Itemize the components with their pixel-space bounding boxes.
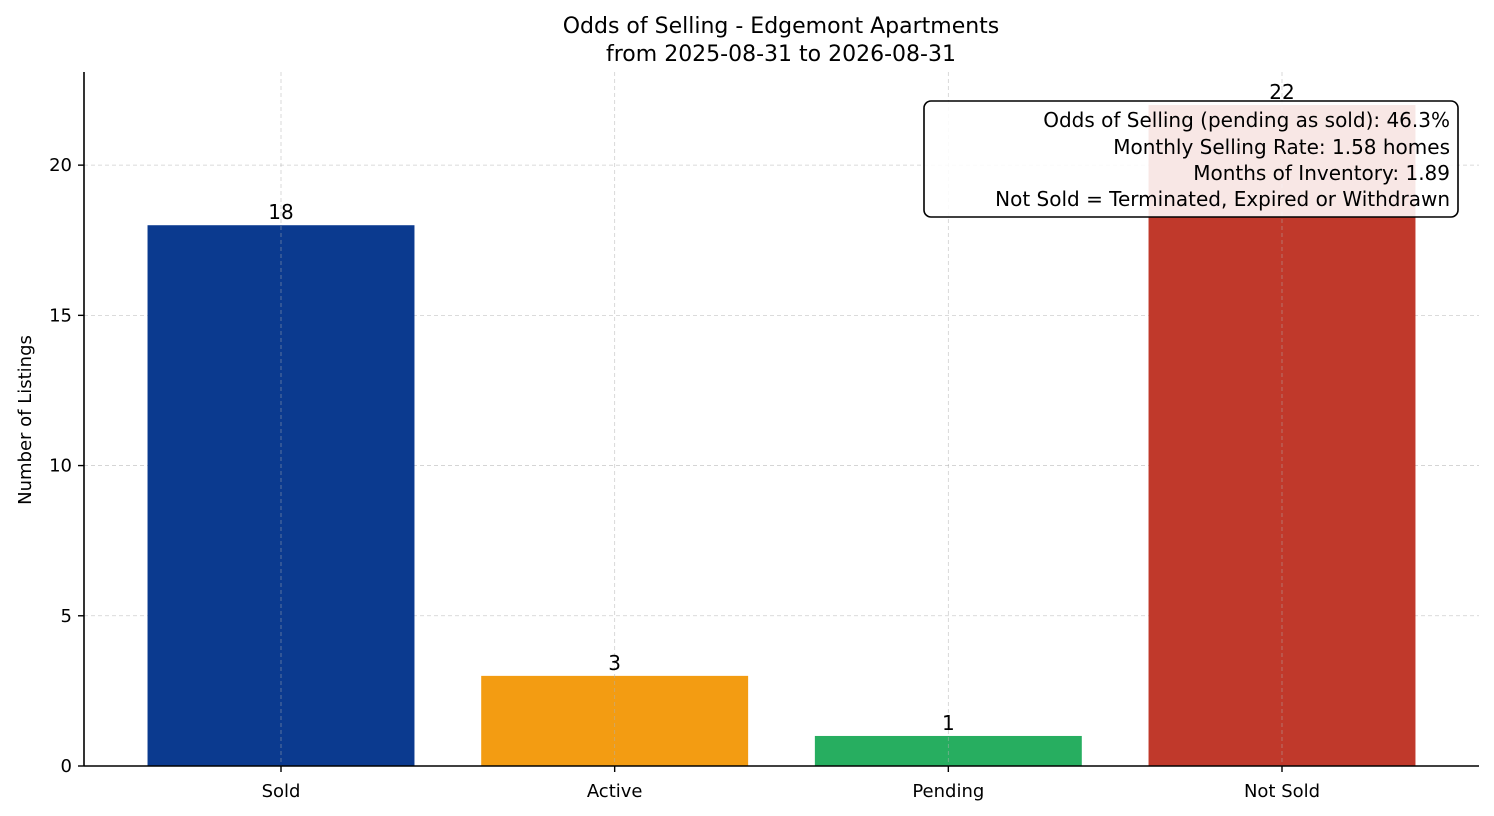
info-odds-of-selling: Odds of Selling (pending as sold): 46.3%	[1043, 108, 1450, 132]
y-tick-label: 0	[61, 756, 72, 777]
info-box-frame	[923, 100, 1459, 218]
y-ticks-group: 0 5 10 15 20	[49, 155, 84, 777]
chart-title: Odds of Selling - Edgemont Apartments	[563, 14, 1000, 39]
info-months-of-inventory: Months of Inventory: 1.89	[1193, 161, 1450, 185]
y-tick-label: 5	[61, 606, 72, 627]
bar-value-label-active: 3	[608, 651, 621, 675]
info-not-sold-definition: Not Sold = Terminated, Expired or Withdr…	[995, 187, 1450, 211]
chart-subtitle: from 2025-08-31 to 2026-08-31	[606, 42, 956, 67]
y-tick-label: 10	[49, 456, 72, 477]
bar-labels-group: 18 3 1 22	[268, 80, 1294, 735]
bar-value-label-sold: 18	[268, 200, 293, 224]
y-tick-label: 20	[49, 155, 72, 176]
x-ticks-group: Sold Active Pending Not Sold	[262, 766, 1320, 802]
x-tick-label: Sold	[262, 781, 301, 802]
axes	[83, 72, 1479, 767]
info-monthly-selling-rate: Monthly Selling Rate: 1.58 homes	[1113, 135, 1450, 159]
bar-value-label-not-sold: 22	[1269, 80, 1294, 104]
info-box: Odds of Selling (pending as sold): 46.3%…	[923, 100, 1459, 218]
y-axis-label: Number of Listings	[15, 335, 36, 505]
x-tick-label: Pending	[912, 781, 984, 802]
y-tick-label: 15	[49, 305, 72, 326]
x-tick-label: Active	[587, 781, 643, 802]
x-tick-label: Not Sold	[1244, 781, 1320, 802]
bar-value-label-pending: 1	[942, 711, 955, 735]
